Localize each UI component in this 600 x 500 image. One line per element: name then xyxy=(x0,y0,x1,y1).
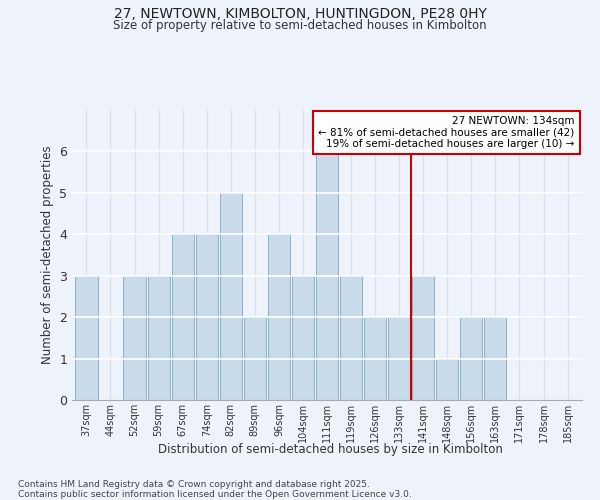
Bar xyxy=(292,276,314,400)
Bar xyxy=(460,317,482,400)
Bar xyxy=(316,152,338,400)
Bar xyxy=(220,193,242,400)
Bar xyxy=(340,276,362,400)
Bar xyxy=(76,276,98,400)
Bar xyxy=(412,276,434,400)
Bar xyxy=(148,276,170,400)
Bar xyxy=(436,358,458,400)
Bar xyxy=(484,317,506,400)
Bar xyxy=(364,317,386,400)
Text: 27, NEWTOWN, KIMBOLTON, HUNTINGDON, PE28 0HY: 27, NEWTOWN, KIMBOLTON, HUNTINGDON, PE28… xyxy=(113,8,487,22)
Bar xyxy=(244,317,266,400)
Text: Size of property relative to semi-detached houses in Kimbolton: Size of property relative to semi-detach… xyxy=(113,18,487,32)
Text: 27 NEWTOWN: 134sqm
← 81% of semi-detached houses are smaller (42)
19% of semi-de: 27 NEWTOWN: 134sqm ← 81% of semi-detache… xyxy=(318,116,574,149)
Text: Distribution of semi-detached houses by size in Kimbolton: Distribution of semi-detached houses by … xyxy=(158,442,502,456)
Bar xyxy=(268,234,290,400)
Bar xyxy=(124,276,146,400)
Bar xyxy=(388,317,410,400)
Bar xyxy=(196,234,218,400)
Text: Contains HM Land Registry data © Crown copyright and database right 2025.
Contai: Contains HM Land Registry data © Crown c… xyxy=(18,480,412,499)
Y-axis label: Number of semi-detached properties: Number of semi-detached properties xyxy=(41,146,53,364)
Bar xyxy=(172,234,194,400)
